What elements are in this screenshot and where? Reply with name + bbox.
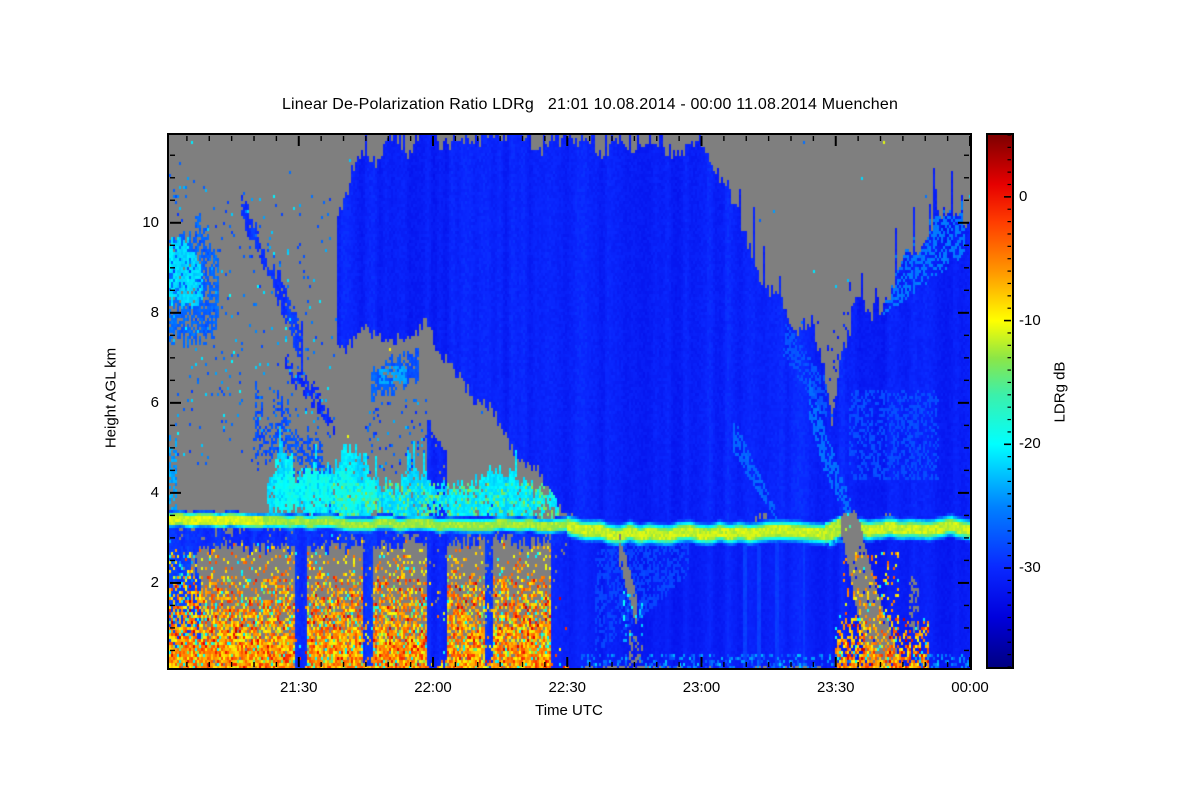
x-tick-label: 00:00: [951, 679, 989, 696]
colorbar-tick-label: -20: [1019, 435, 1041, 453]
colorbar-tick-label: 0: [1019, 187, 1028, 205]
colorbar-tick-label: -10: [1019, 311, 1041, 329]
y-tick-label: 10: [142, 213, 159, 231]
heatmap-canvas: [169, 135, 970, 668]
colorbar-tick-label: -30: [1019, 559, 1041, 577]
x-tick-label: 23:30: [816, 679, 855, 696]
y-tick-label: 2: [150, 573, 159, 591]
x-tick-label: 21:30: [279, 679, 318, 696]
x-axis-label: Time UTC: [535, 702, 603, 719]
x-tick-label: 22:00: [414, 679, 452, 696]
colorbar-gradient: [988, 135, 1012, 667]
y-tick-label: 8: [150, 303, 159, 321]
x-tick-label: 22:30: [548, 679, 587, 696]
y-tick-label: 6: [150, 393, 159, 411]
colorbar-label: LDRg dB: [1051, 361, 1069, 423]
x-tick-label: 23:00: [682, 679, 721, 696]
y-tick-label: 4: [150, 483, 159, 501]
chart-title: Linear De-Polarization Ratio LDRg 21:01 …: [281, 96, 899, 113]
y-axis-label: Height AGL km: [102, 347, 120, 449]
